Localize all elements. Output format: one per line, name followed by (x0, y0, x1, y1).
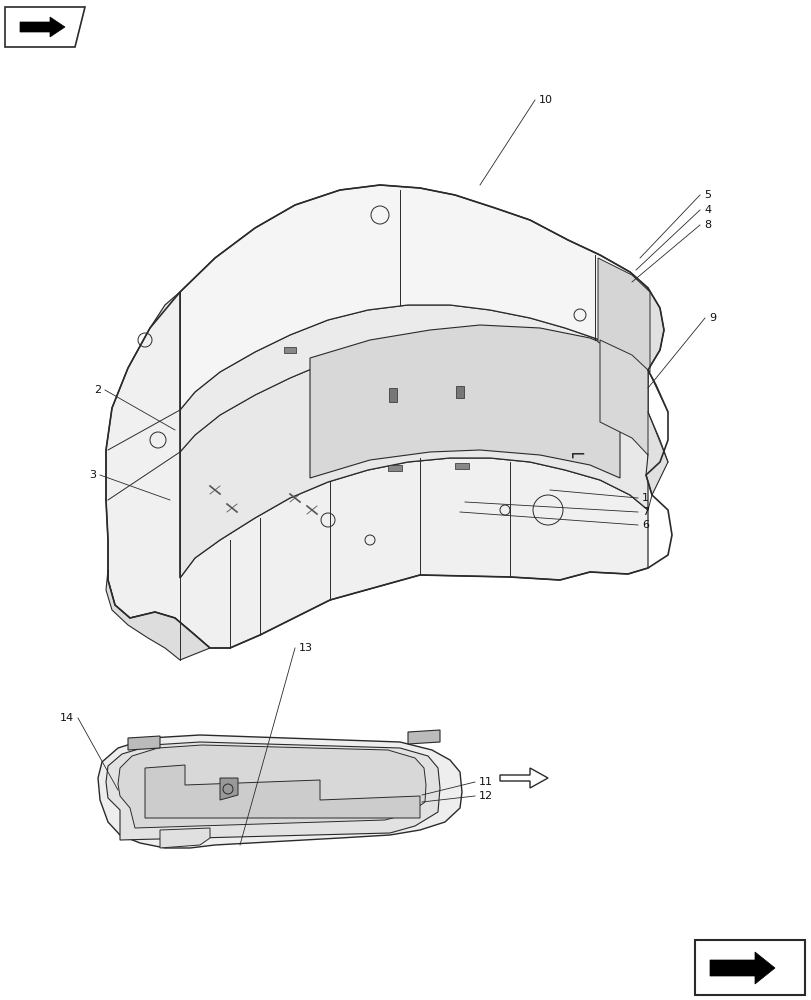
Polygon shape (407, 730, 440, 744)
Bar (388, 465, 401, 471)
Text: 4: 4 (703, 205, 710, 215)
Polygon shape (310, 325, 620, 478)
Bar (454, 463, 469, 469)
Bar (284, 347, 296, 353)
Text: ⌐: ⌐ (569, 446, 586, 464)
Polygon shape (180, 185, 647, 410)
Polygon shape (180, 305, 647, 452)
Bar (388, 388, 397, 402)
Polygon shape (20, 17, 65, 37)
Text: 1: 1 (642, 493, 648, 503)
Polygon shape (118, 745, 426, 828)
Polygon shape (5, 7, 85, 47)
Polygon shape (160, 828, 210, 848)
Text: 10: 10 (539, 95, 552, 105)
Bar (456, 386, 463, 398)
Text: 7: 7 (642, 507, 648, 517)
Text: 11: 11 (478, 777, 492, 787)
Text: 3: 3 (89, 470, 96, 480)
Text: 9: 9 (708, 313, 715, 323)
Text: 6: 6 (642, 520, 648, 530)
Polygon shape (637, 288, 667, 495)
Polygon shape (709, 952, 774, 984)
Polygon shape (180, 348, 647, 578)
Text: 12: 12 (478, 791, 492, 801)
Polygon shape (145, 765, 419, 818)
Polygon shape (106, 292, 647, 648)
Polygon shape (98, 735, 461, 848)
Text: 8: 8 (703, 220, 710, 230)
Polygon shape (599, 340, 647, 455)
Text: 2: 2 (94, 385, 101, 395)
Bar (694, 940, 804, 995)
Polygon shape (106, 742, 440, 840)
Polygon shape (106, 570, 210, 660)
Text: 13: 13 (298, 643, 312, 653)
Polygon shape (597, 258, 649, 372)
Polygon shape (220, 778, 238, 800)
Polygon shape (128, 736, 160, 750)
Text: 14: 14 (60, 713, 74, 723)
Text: 5: 5 (703, 190, 710, 200)
